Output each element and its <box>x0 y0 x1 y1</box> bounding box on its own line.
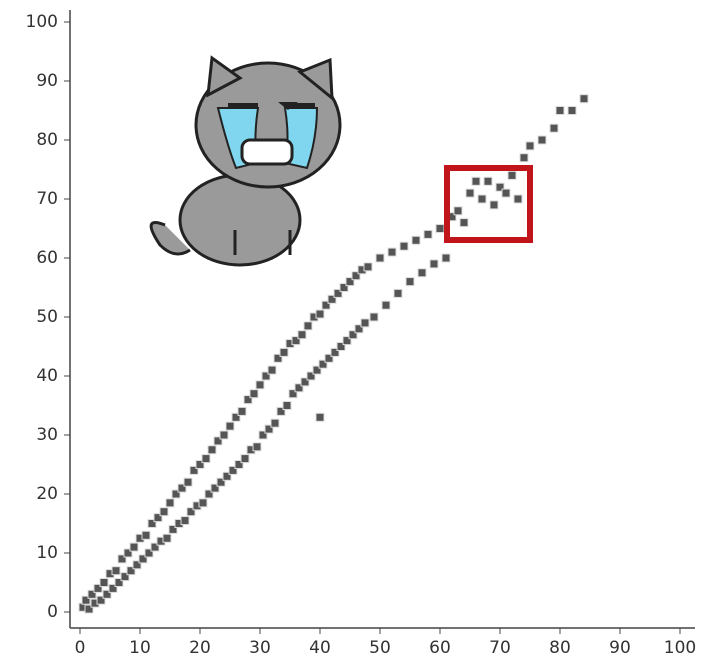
point <box>163 534 171 542</box>
point <box>199 499 207 507</box>
x-tick-label: 60 <box>429 638 451 658</box>
point <box>520 154 528 162</box>
point <box>370 313 378 321</box>
point <box>508 171 516 179</box>
x-tick-label: 90 <box>609 638 631 658</box>
point <box>394 289 402 297</box>
point <box>568 107 576 115</box>
point <box>364 263 372 271</box>
point <box>388 248 396 256</box>
y-tick-label: 10 <box>36 543 58 563</box>
x-tick-label: 0 <box>75 638 86 658</box>
point <box>580 95 588 103</box>
point <box>271 419 279 427</box>
point <box>550 124 558 132</box>
point <box>280 348 288 356</box>
chart: 0 10 20 30 40 50 60 70 80 90 100 0 10 20 30 40 50 60 70 80 9… <box>0 0 705 664</box>
crying-cat <box>151 58 340 265</box>
y-tick-label: 60 <box>36 248 58 268</box>
point <box>484 177 492 185</box>
x-tick-label: 70 <box>489 638 511 658</box>
x-tick-label: 20 <box>189 638 211 658</box>
point <box>202 455 210 463</box>
point <box>412 236 420 244</box>
point <box>526 142 534 150</box>
point <box>100 579 108 587</box>
point <box>253 443 261 451</box>
point <box>472 177 480 185</box>
point <box>460 219 468 227</box>
point <box>256 381 264 389</box>
x-tick-label: 50 <box>369 638 391 658</box>
point <box>160 508 168 516</box>
point <box>418 269 426 277</box>
x-tick-label: 100 <box>664 638 696 658</box>
y-tick-label: 40 <box>36 366 58 386</box>
point <box>316 413 324 421</box>
point <box>361 319 369 327</box>
point <box>376 254 384 262</box>
page: {"chart_data": {"type": "scatter", "x": … <box>0 0 705 664</box>
x-tick-label: 40 <box>309 638 331 658</box>
y-tick-label: 50 <box>36 307 58 327</box>
point <box>502 189 510 197</box>
y-tick-label: 20 <box>36 484 58 504</box>
point <box>454 207 462 215</box>
point <box>382 301 390 309</box>
x-tick-label: 30 <box>249 638 271 658</box>
point <box>478 195 486 203</box>
point <box>466 189 474 197</box>
point <box>226 422 234 430</box>
point <box>400 242 408 250</box>
x-tick-label: 80 <box>549 638 571 658</box>
y-tick-label: 100 <box>26 12 58 32</box>
point <box>220 431 228 439</box>
y-tick-label: 90 <box>36 71 58 91</box>
point <box>298 331 306 339</box>
y-tick-label: 30 <box>36 425 58 445</box>
point <box>166 499 174 507</box>
point <box>436 225 444 233</box>
point <box>238 407 246 415</box>
point <box>424 230 432 238</box>
point <box>490 201 498 209</box>
point <box>538 136 546 144</box>
point <box>130 543 138 551</box>
point <box>268 366 276 374</box>
point <box>208 446 216 454</box>
point <box>442 254 450 262</box>
point <box>316 310 324 318</box>
point <box>184 478 192 486</box>
point <box>406 278 414 286</box>
point <box>112 567 120 575</box>
y-tick-label: 70 <box>36 189 58 209</box>
point <box>514 195 522 203</box>
point <box>556 107 564 115</box>
y-tick-label: 80 <box>36 130 58 150</box>
point <box>304 322 312 330</box>
point <box>142 531 150 539</box>
point <box>283 402 291 410</box>
point <box>241 455 249 463</box>
y-tick-label: 0 <box>47 602 58 622</box>
x-tick-label: 10 <box>129 638 151 658</box>
point <box>250 390 258 398</box>
point <box>430 260 438 268</box>
point <box>181 517 189 525</box>
